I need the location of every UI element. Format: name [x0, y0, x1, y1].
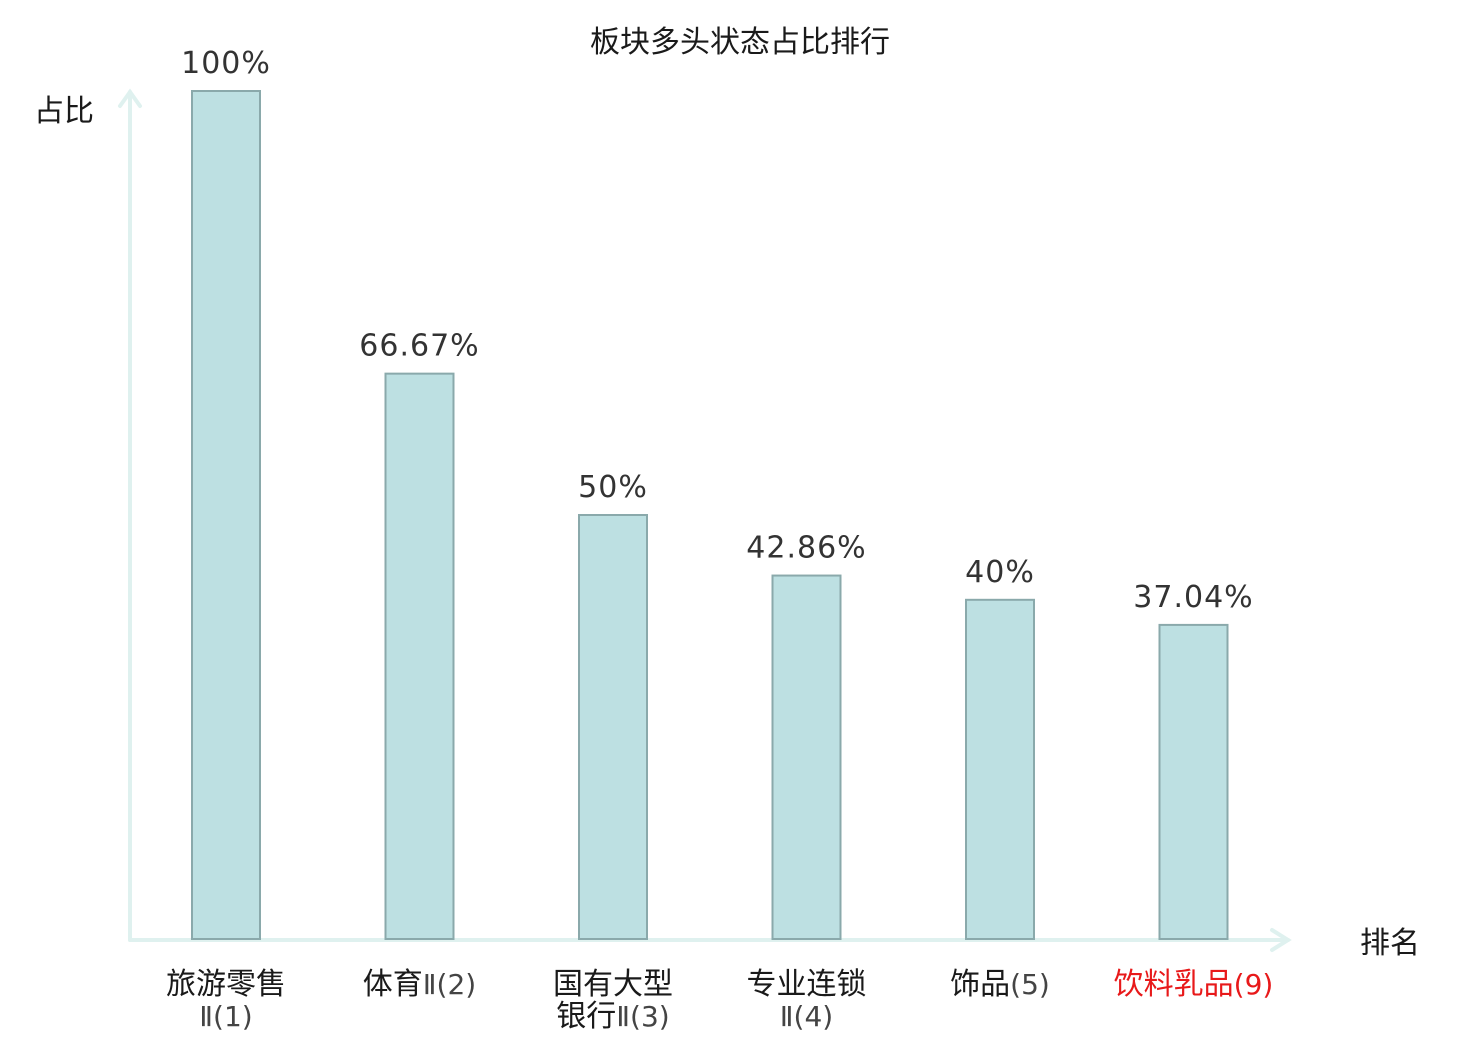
bar-2	[384, 372, 455, 940]
data-label-3: 50%	[578, 470, 648, 505]
axes	[118, 88, 1292, 952]
category-label-line: 体育Ⅱ(2)	[363, 967, 476, 1002]
bar-3	[578, 514, 648, 940]
category-label-line: 银行Ⅱ(3)	[556, 999, 669, 1034]
data-label-4: 42.86%	[746, 531, 866, 566]
category-label-5: 饰品(5)	[950, 967, 1050, 1002]
category-label-3: 国有大型银行Ⅱ(3)	[553, 967, 673, 1034]
data-label-2: 66.67%	[359, 329, 479, 364]
data-label-5: 40%	[965, 555, 1035, 590]
category-labels: 旅游零售 Ⅱ(1) 体育Ⅱ(2) 国有大型银行Ⅱ(3) 专业连锁 Ⅱ(4) 饰品(5) 饮料乳…	[166, 967, 1273, 1034]
data-label-1: 100%	[181, 46, 271, 81]
category-label-line: 饰品(5)	[950, 967, 1050, 1002]
category-label-6: 饮料乳品(9)	[1114, 967, 1274, 1002]
data-label-6: 37.04%	[1133, 580, 1253, 615]
x-axis-arrow	[1270, 928, 1292, 952]
bar-6	[1158, 623, 1229, 941]
category-label-line: 专业连锁	[747, 967, 867, 1002]
bar-4	[771, 574, 842, 940]
category-label-line: 饮料乳品(9)	[1114, 967, 1274, 1002]
bar-series	[191, 90, 1229, 941]
y-axis-arrow	[118, 88, 142, 108]
y-axis-label: 占比	[34, 94, 94, 129]
x-axis-label: 排名	[1360, 926, 1420, 961]
category-label-line: Ⅱ(1)	[199, 1000, 252, 1033]
category-label-line: Ⅱ(4)	[780, 1000, 833, 1033]
category-label-1: 旅游零售 Ⅱ(1)	[166, 967, 286, 1033]
data-labels: 100% 66.67% 50% 42.86% 40% 37.04%	[181, 46, 1253, 615]
category-label-line: 国有大型	[553, 967, 673, 1002]
bar-1	[191, 90, 261, 940]
chart-title: 板块多头状态占比排行	[590, 25, 890, 60]
category-label-line: 旅游零售	[166, 967, 286, 1002]
bar-5	[965, 598, 1035, 940]
category-label-2: 体育Ⅱ(2)	[363, 967, 476, 1002]
category-label-4: 专业连锁 Ⅱ(4)	[747, 967, 867, 1033]
